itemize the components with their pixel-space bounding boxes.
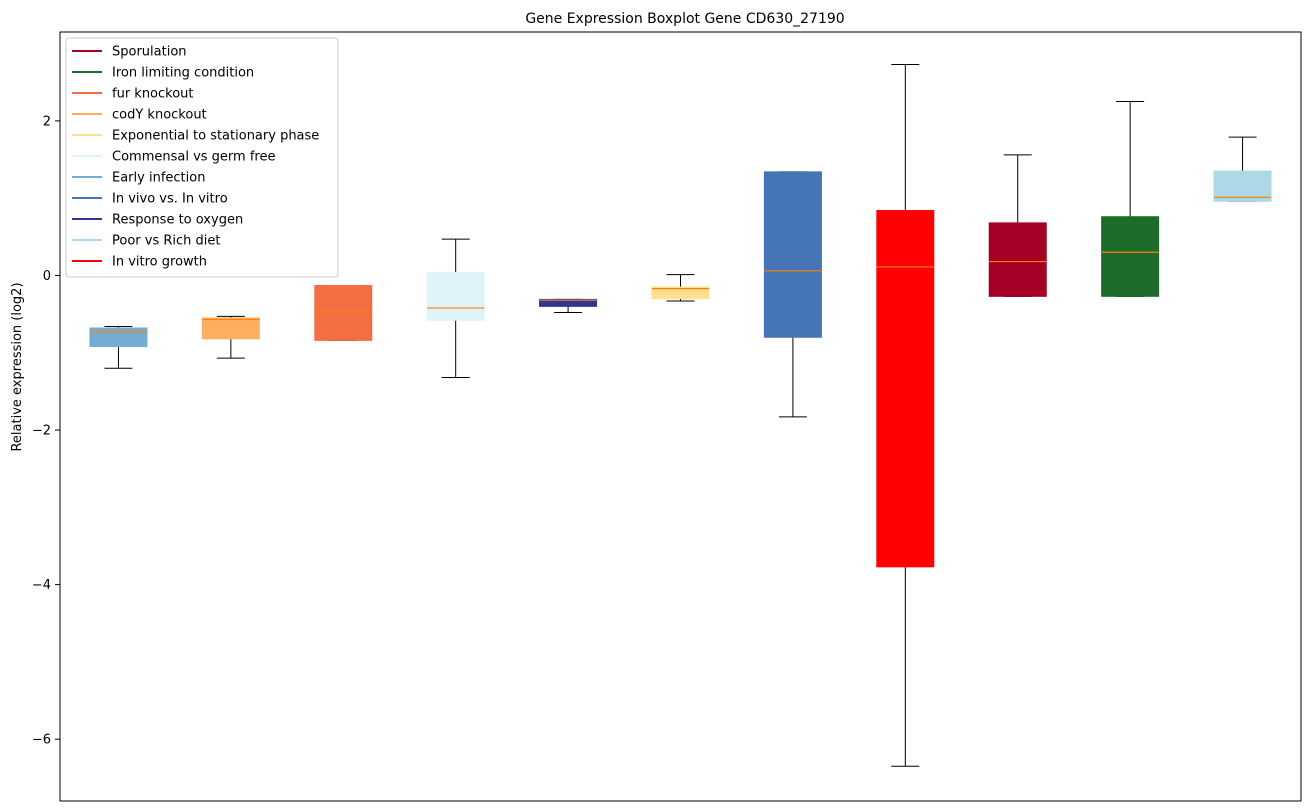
box-body bbox=[539, 298, 598, 307]
legend-label: In vitro growth bbox=[112, 255, 207, 270]
box-body bbox=[1101, 216, 1160, 297]
box-body bbox=[201, 317, 260, 340]
legend: Sporulation Iron limiting condition fur kn… bbox=[65, 37, 339, 278]
box-10 bbox=[1101, 101, 1160, 297]
legend-label: Response to oxygen bbox=[112, 213, 243, 228]
box-3 bbox=[314, 284, 373, 341]
y-tick-label: 2 bbox=[43, 114, 51, 129]
legend-label: Poor vs Rich diet bbox=[112, 234, 220, 249]
chart-title: Gene Expression Boxplot Gene CD630_27190 bbox=[525, 11, 844, 27]
box-body bbox=[763, 171, 822, 338]
y-axis-label: Relative expression (log2) bbox=[10, 282, 25, 451]
legend-label: Commensal vs germ free bbox=[112, 150, 275, 165]
box-9 bbox=[988, 154, 1047, 297]
y-tick-label: −4 bbox=[32, 578, 51, 593]
legend-label: Early infection bbox=[112, 171, 205, 186]
legend-label: In vivo vs. In vitro bbox=[112, 192, 228, 207]
box-2 bbox=[201, 315, 260, 359]
box-5 bbox=[539, 298, 598, 314]
box-body bbox=[89, 327, 148, 348]
legend-label: codY knockout bbox=[112, 108, 207, 123]
box-7 bbox=[763, 171, 822, 418]
y-tick-label: −2 bbox=[32, 424, 51, 439]
plot-frame bbox=[59, 31, 1302, 802]
y-tick-label: −6 bbox=[32, 733, 51, 748]
box-body bbox=[876, 210, 935, 568]
legend-label: Exponential to stationary phase bbox=[112, 129, 319, 144]
box-11 bbox=[1213, 136, 1272, 202]
plot-area: 2 0 −2 −4 −6 bbox=[32, 63, 1272, 767]
box-body bbox=[651, 286, 710, 300]
box-4 bbox=[426, 238, 485, 378]
legend-label: fur knockout bbox=[112, 87, 194, 102]
legend-label: Iron limiting condition bbox=[112, 66, 254, 81]
box-1 bbox=[89, 325, 148, 369]
box-body bbox=[426, 271, 485, 321]
box-body bbox=[988, 222, 1047, 297]
legend-label: Sporulation bbox=[112, 45, 187, 60]
box-8 bbox=[876, 63, 935, 767]
y-tick-label: 0 bbox=[43, 269, 51, 284]
box-body bbox=[1213, 170, 1272, 202]
box-6 bbox=[651, 274, 710, 302]
legend-frame bbox=[65, 37, 339, 278]
box-body bbox=[314, 284, 373, 341]
